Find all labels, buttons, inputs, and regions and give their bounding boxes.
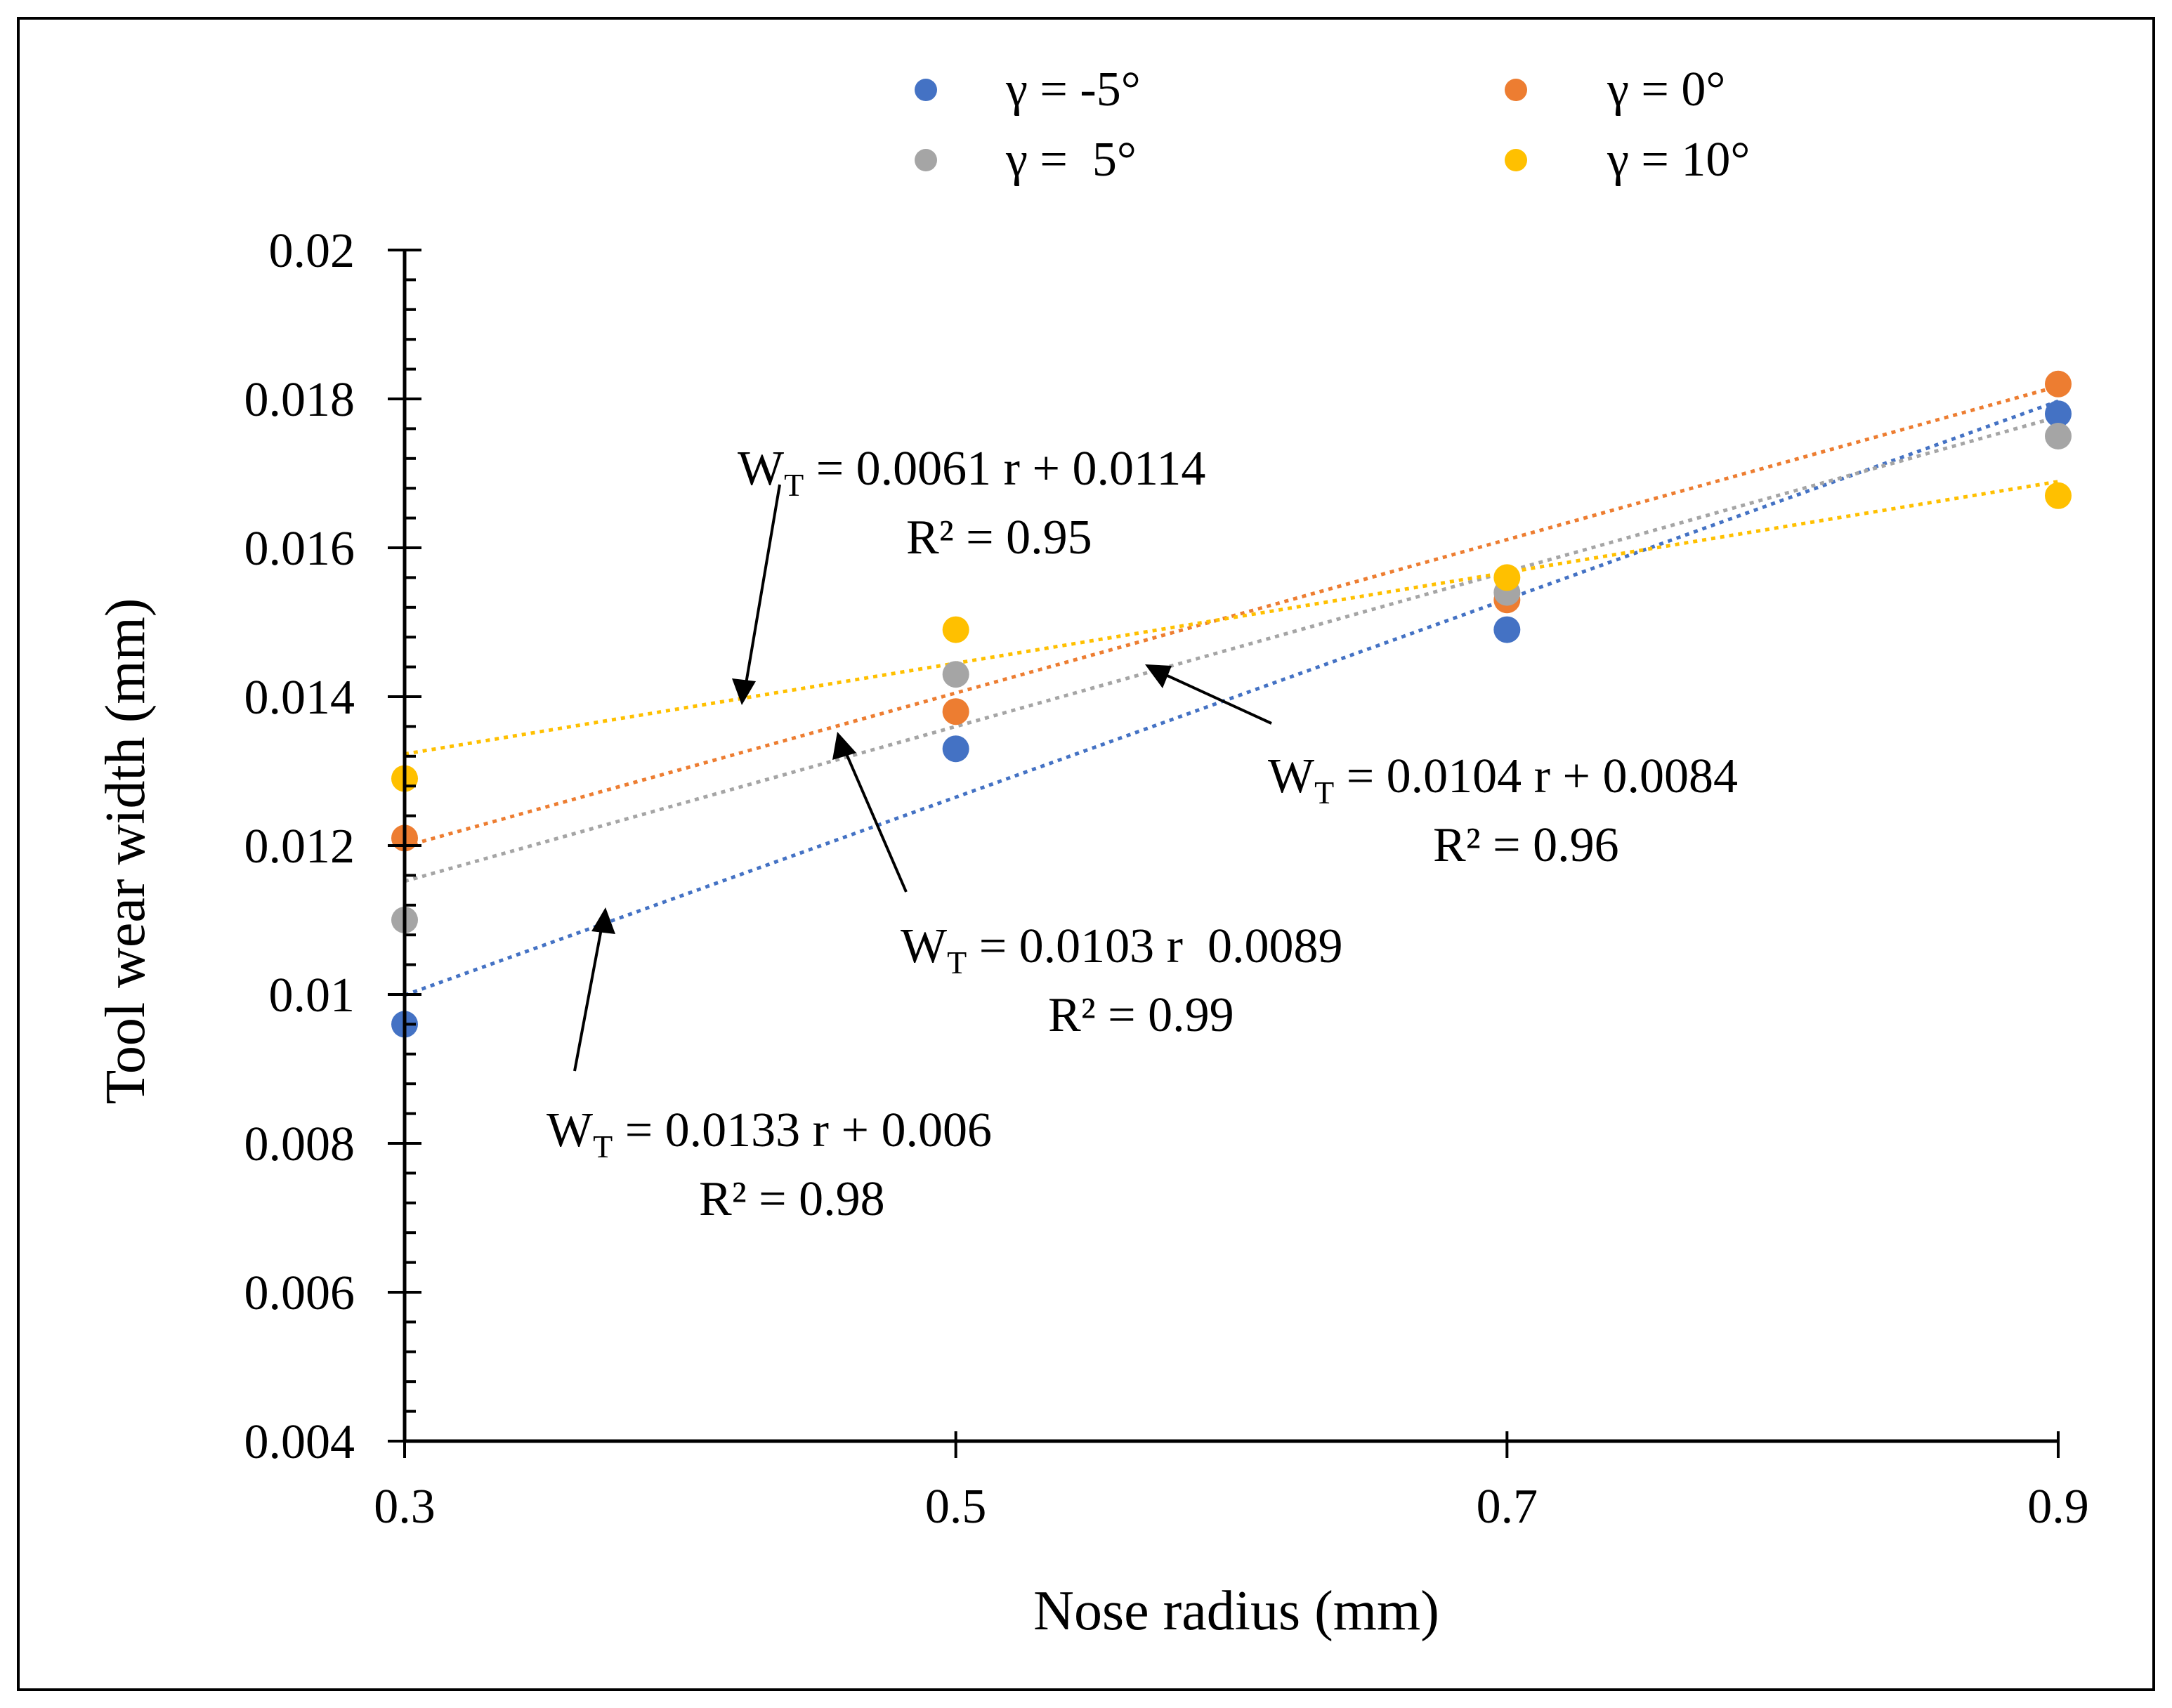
data-points <box>391 370 2072 1038</box>
data-point-series-0 <box>2045 400 2072 428</box>
legend: γ = -5° γ = 0° γ = 5° γ = 10° <box>915 63 1750 187</box>
annotation-eq-gamma-10: WT = 0.0061 r + 0.0114 R² = 0.95 <box>738 442 1205 565</box>
y-tick-label: 0.016 <box>244 522 355 576</box>
trendline-series-2 <box>404 415 2059 883</box>
y-tick-label: 0.01 <box>269 968 355 1023</box>
legend-item-gamma-10: γ = 10° <box>1505 133 1750 187</box>
data-point-series-2 <box>2045 423 2072 449</box>
legend-item-gamma-5: γ = 5° <box>915 133 1137 187</box>
data-point-series-0 <box>1493 616 1521 643</box>
legend-label: γ = 5° <box>1005 133 1137 187</box>
x-tick-label: 0.9 <box>2027 1480 2089 1534</box>
y-tick-label: 0.008 <box>244 1117 355 1171</box>
y-tick-labels: 0.004 0.006 0.008 0.01 0.012 0.014 0.016 0.018 0… <box>244 224 355 1469</box>
legend-marker <box>915 79 937 101</box>
r-squared: R² = 0.96 <box>1433 818 1619 872</box>
legend-label: γ = 10° <box>1607 133 1750 187</box>
arrow-eq-gamma-10 <box>743 484 781 692</box>
legend-label: γ = -5° <box>1005 63 1141 117</box>
arrow-eq-gamma-0 <box>842 745 908 893</box>
arrowhead <box>591 907 615 934</box>
axis-ticks <box>388 249 2060 1458</box>
x-tick-label: 0.5 <box>925 1480 987 1534</box>
legend-marker <box>915 149 937 171</box>
annotation-arrows <box>573 484 1272 1072</box>
r-squared: R² = 0.98 <box>699 1172 885 1226</box>
trend-equation: WT = 0.0133 r + 0.006 <box>547 1103 992 1164</box>
x-axis-label: Nose radius (mm) <box>1033 1580 1439 1642</box>
annotation-eq-gamma-neg5: WT = 0.0133 r + 0.006 R² = 0.98 <box>547 1103 992 1226</box>
data-point-series-0 <box>942 735 969 763</box>
legend-label: γ = 0° <box>1607 63 1725 117</box>
y-tick-label: 0.006 <box>244 1266 355 1320</box>
data-point-series-1 <box>942 698 969 725</box>
chart-frame <box>17 17 2155 1691</box>
arrow-eq-gamma-neg5 <box>573 921 604 1072</box>
data-point-series-3 <box>1493 564 1521 591</box>
legend-item-gamma-0: γ = 0° <box>1505 63 1725 117</box>
arrowhead <box>1145 664 1172 688</box>
r-squared: R² = 0.95 <box>906 511 1092 565</box>
x-tick-labels: 0.3 0.5 0.7 0.9 <box>374 1480 2089 1534</box>
legend-marker <box>1505 79 1527 101</box>
annotation-eq-gamma-0: WT = 0.0103 r 0.0089 R² = 0.99 <box>901 919 1342 1042</box>
arrowhead <box>732 678 756 705</box>
arrowhead <box>832 732 856 760</box>
trendlines <box>404 384 2059 997</box>
y-tick-label: 0.012 <box>244 820 355 874</box>
data-point-series-2 <box>942 661 969 688</box>
trendline-series-1 <box>404 384 2059 848</box>
y-tick-label: 0.004 <box>244 1415 355 1469</box>
legend-marker <box>1505 149 1527 171</box>
annotation-eq-gamma-5: WT = 0.0104 r + 0.0084 R² = 0.96 <box>1268 749 1738 872</box>
r-squared: R² = 0.99 <box>1048 988 1234 1042</box>
x-tick-label: 0.3 <box>374 1480 436 1534</box>
trendline-series-0 <box>404 399 2059 997</box>
trend-equation: WT = 0.0104 r + 0.0084 <box>1268 749 1738 810</box>
legend-item-gamma-neg5: γ = -5° <box>915 63 1141 117</box>
y-axis-label: Tool wear width (mm) <box>95 598 157 1105</box>
y-tick-label: 0.02 <box>269 224 355 278</box>
trend-equation: WT = 0.0061 r + 0.0114 <box>738 442 1205 503</box>
y-tick-label: 0.018 <box>244 373 355 427</box>
data-point-series-3 <box>942 616 969 643</box>
x-tick-label: 0.7 <box>1477 1480 1538 1534</box>
y-tick-label: 0.014 <box>244 671 355 725</box>
trend-equation: WT = 0.0103 r 0.0089 <box>901 919 1342 980</box>
data-point-series-1 <box>2045 370 2072 398</box>
arrow-eq-gamma-5 <box>1151 667 1272 725</box>
data-point-series-3 <box>2045 482 2072 509</box>
